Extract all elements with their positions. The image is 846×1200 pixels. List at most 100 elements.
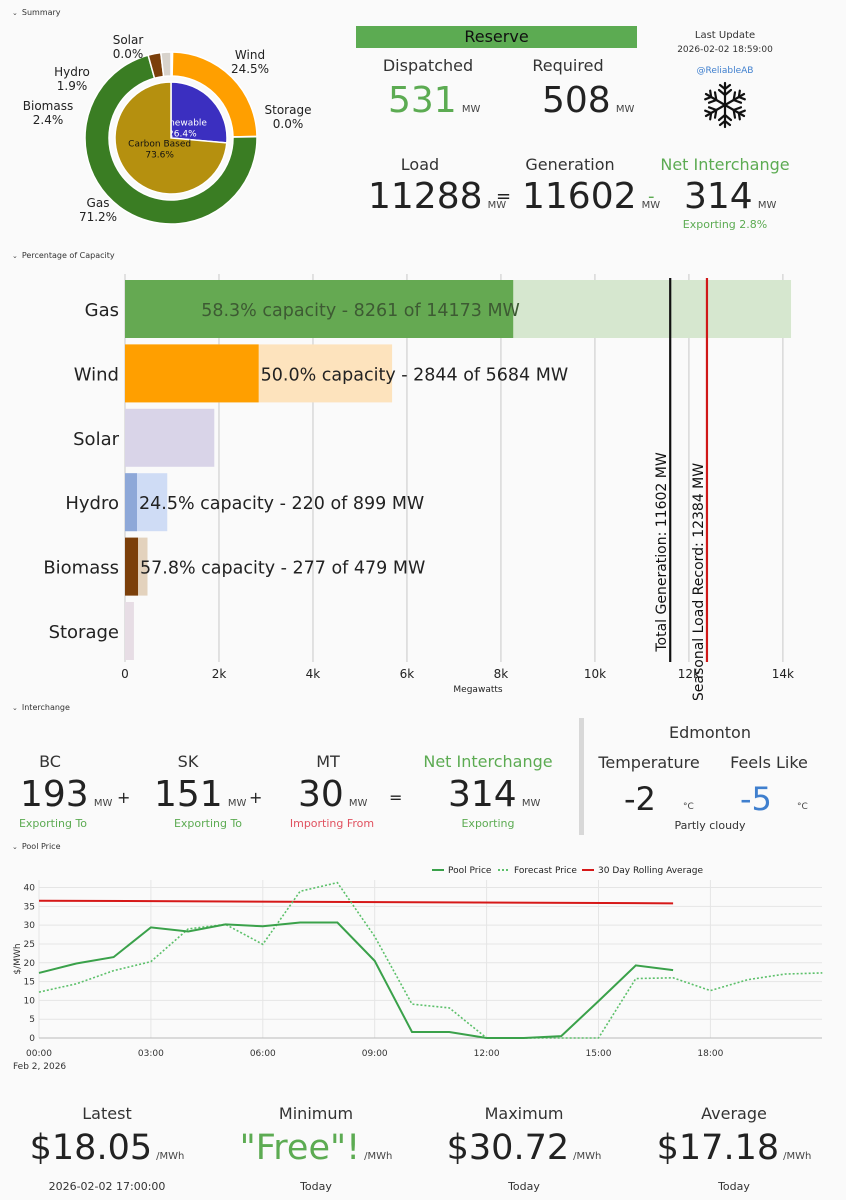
stat-latest-value: $18.05 <box>29 1128 153 1168</box>
y-tick-label: 40 <box>24 884 36 894</box>
mw-unit: MW <box>487 200 507 211</box>
mw-unit: MW <box>348 798 368 809</box>
generation-bar-gas <box>125 280 514 338</box>
section-header-interchange[interactable]: ⌄ Interchange <box>12 703 70 712</box>
load-value: 11288 <box>368 176 483 217</box>
mt-label: MT <box>316 752 340 771</box>
handle-link[interactable]: @ReliableAB <box>696 66 754 76</box>
bc-label: BC <box>39 752 61 771</box>
feels-like-unit: °C <box>797 802 808 812</box>
legend-label: Forecast Price <box>514 866 577 876</box>
interchange-net-value: 314 <box>448 774 517 815</box>
section-header-pool-price[interactable]: ⌄ Pool Price <box>12 842 60 851</box>
x-tick-label: 18:00 <box>697 1049 723 1059</box>
feels-like-label: Feels Like <box>730 753 808 772</box>
required-reading: 508 MW <box>542 80 634 121</box>
interchange-net-status: Exporting <box>461 817 515 830</box>
mw-unit: MW <box>227 798 247 809</box>
donut-pct-hydro: 1.9% <box>57 79 88 93</box>
mt-reading: 30 MW <box>298 774 367 815</box>
chevron-down-icon[interactable]: ⌄ <box>12 842 18 851</box>
stat-minimum-reading: "Free"!/MWh <box>240 1128 393 1168</box>
donut-pct-wind: 24.5% <box>231 62 269 76</box>
net-interchange-reading: 314 MW <box>684 176 776 217</box>
generation-bar-hydro <box>125 473 137 532</box>
donut-inner-pct: 73.6% <box>145 150 174 160</box>
chevron-down-icon[interactable]: ⌄ <box>12 703 18 712</box>
generation-reading: 11602 MW <box>522 176 660 217</box>
seasonal-record-label: Seasonal Load Record: 12384 MW <box>691 463 707 700</box>
category-label-solar: Solar <box>73 429 119 450</box>
mw-unit: MW <box>93 798 113 809</box>
dispatched-label: Dispatched <box>382 56 474 75</box>
x-axis-label: Megawatts <box>453 685 502 695</box>
y-tick-label: 5 <box>29 1015 35 1025</box>
stat-maximum-reading: $30.72/MWh <box>447 1128 602 1168</box>
donut-pct-solar: 0.0% <box>113 47 144 61</box>
y-tick-label: 20 <box>24 959 36 969</box>
y-axis-label: $/MWh <box>13 943 23 974</box>
donut-inner-pct: 26.4% <box>168 130 197 140</box>
chevron-down-icon[interactable]: ⌄ <box>12 251 18 260</box>
bc-reading: 193 MW <box>20 774 112 815</box>
equals-sign: = <box>389 788 403 807</box>
category-label-hydro: Hydro <box>65 493 119 514</box>
mw-unit: MW <box>757 200 777 211</box>
section-header-summary[interactable]: ⌄ Summary <box>12 8 61 17</box>
net-interchange-sub: Exporting 2.8% <box>682 218 768 231</box>
stat-average-label: Average <box>701 1104 767 1123</box>
x-tick-label: 12k <box>678 667 700 681</box>
donut-label-storage: Storage <box>265 103 312 117</box>
bar-value-label: 58.3% capacity - 8261 of 14173 MW <box>201 301 520 321</box>
donut-pct-biomass: 2.4% <box>33 113 64 127</box>
pool-price-line <box>38 921 674 1039</box>
donut-pct-gas: 71.2% <box>79 210 117 224</box>
stat-average-sub: Today <box>718 1180 750 1193</box>
generation-value: 11602 <box>522 176 637 217</box>
y-tick-label: 0 <box>29 1034 35 1044</box>
net-interchange-label: Net Interchange <box>660 155 790 174</box>
divider <box>579 718 584 835</box>
required-label: Required <box>532 56 604 75</box>
x-tick-label: 09:00 <box>362 1049 388 1059</box>
required-value: 508 <box>542 80 611 121</box>
bc-value: 193 <box>20 774 89 815</box>
weather-condition: Partly cloudy <box>674 819 746 832</box>
donut-slice-hydro <box>159 51 172 78</box>
reserve-banner: Reserve <box>356 26 637 48</box>
section-header-capacity[interactable]: ⌄ Percentage of Capacity <box>12 251 115 260</box>
load-label: Load <box>400 155 440 174</box>
dispatched-reading: 531 MW <box>388 80 480 121</box>
x-tick-label: 2k <box>212 667 227 681</box>
net-interchange-value: 314 <box>684 176 753 217</box>
sk-reading: 151 MW <box>154 774 246 815</box>
bar-value-label: 57.8% capacity - 277 of 479 MW <box>140 559 425 579</box>
date-label: Feb 2, 2026 <box>13 1062 66 1072</box>
x-tick-label: 0 <box>121 667 129 681</box>
x-tick-label: 14k <box>772 667 794 681</box>
x-tick-label: 00:00 <box>26 1049 52 1059</box>
legend-label: 30 Day Rolling Average <box>598 866 704 876</box>
interchange-net-label: Net Interchange <box>423 752 553 771</box>
temperature-value: -2 <box>624 780 656 818</box>
stat-minimum-sub: Today <box>300 1180 332 1193</box>
temperature-unit: °C <box>683 802 694 812</box>
x-tick-label: 10k <box>584 667 606 681</box>
donut-label-gas: Gas <box>87 196 110 210</box>
donut-inner-carbon-based <box>114 81 228 195</box>
donut-label-biomass: Biomass <box>23 99 73 113</box>
interchange-net-reading: 314 MW <box>448 774 540 815</box>
x-tick-label: 03:00 <box>138 1049 164 1059</box>
stat-maximum-value: $30.72 <box>446 1128 570 1168</box>
mw-unit: MW <box>641 200 661 211</box>
chevron-down-icon[interactable]: ⌄ <box>12 8 18 17</box>
stat-latest-reading: $18.05/MWh <box>30 1128 185 1168</box>
sk-value: 151 <box>154 774 223 815</box>
donut-label-solar: Solar <box>113 33 144 47</box>
temperature-label: Temperature <box>598 753 700 772</box>
donut-inner-name: Carbon Based <box>128 139 191 149</box>
x-tick-label: 15:00 <box>586 1049 612 1059</box>
category-label-storage: Storage <box>49 622 119 643</box>
x-tick-label: 8k <box>494 667 509 681</box>
